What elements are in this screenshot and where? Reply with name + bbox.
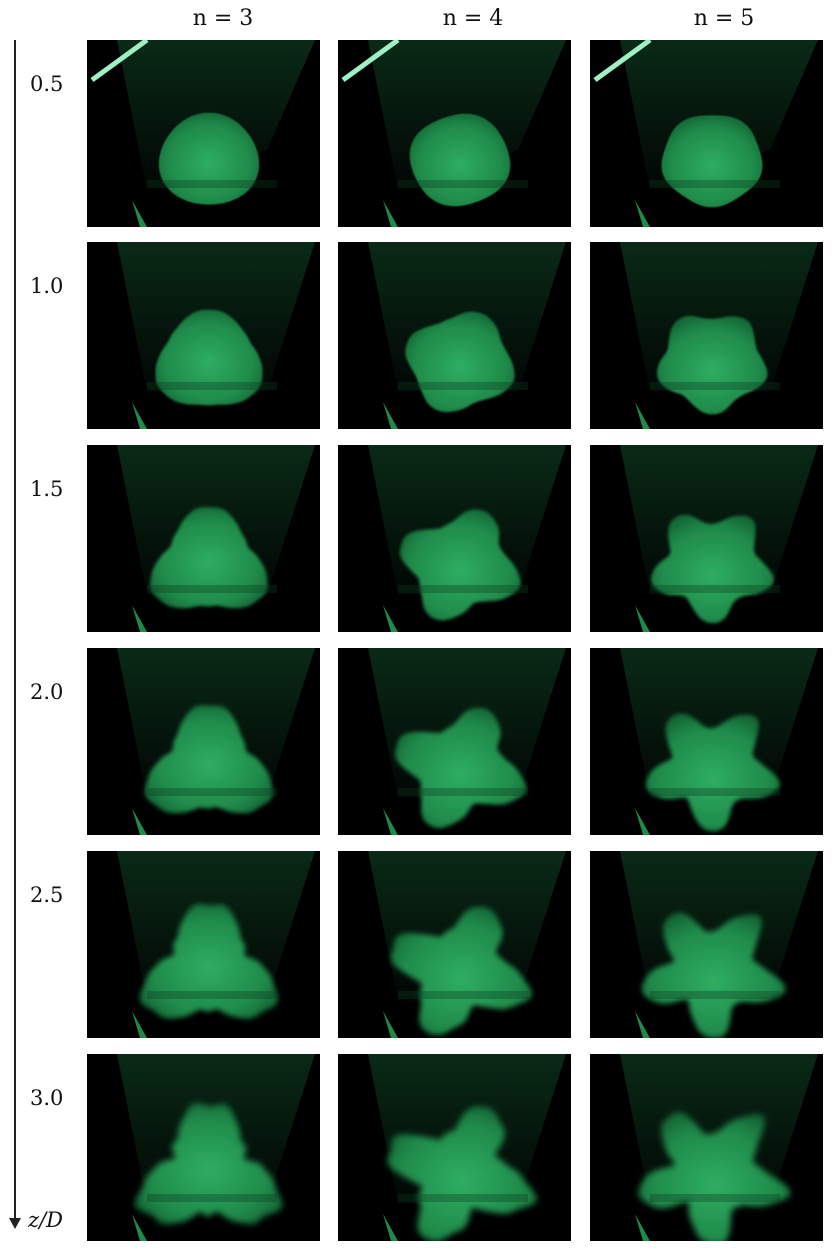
row-label-2-0: 2.0 [30, 680, 64, 704]
jet-cross-section [638, 1111, 791, 1241]
row-label-1-5: 1.5 [30, 477, 64, 501]
lif-image-n4-z3 [338, 1054, 571, 1241]
lif-image-n4-z2 [338, 648, 571, 835]
lif-image-n4-z2-5 [338, 851, 571, 1038]
jet-cross-section [656, 315, 768, 415]
exposure-band [650, 1194, 780, 1202]
lif-image-n4-z0-5 [338, 40, 571, 227]
wall-edge [383, 808, 398, 835]
jet-cross-section [158, 112, 260, 205]
lif-image-n3-z0-5 [87, 40, 320, 227]
wall-edge [132, 1011, 147, 1038]
jet-cross-section [134, 1102, 283, 1225]
jet-cross-section [390, 906, 533, 1036]
lif-image-n3-z1-5 [87, 445, 320, 632]
lif-image-n5-z1 [590, 242, 823, 429]
lif-image-n3-z1 [87, 242, 320, 429]
lif-image-n3-z3 [87, 1054, 320, 1241]
jet-cross-section [395, 707, 527, 829]
exposure-band [650, 382, 780, 390]
wall-edge [635, 1011, 650, 1038]
exposure-band [650, 180, 780, 188]
jet-cross-section [144, 705, 273, 814]
jet-cross-section [155, 309, 263, 406]
wall-edge [635, 808, 650, 835]
exposure-band [398, 1194, 528, 1202]
wall-edge [383, 605, 398, 632]
lif-image-n5-z2-5 [590, 851, 823, 1038]
zd-axis-line [14, 40, 16, 1220]
lif-image-n5-z3 [590, 1054, 823, 1241]
exposure-band [398, 991, 528, 999]
light-sheet [620, 1054, 818, 1204]
exposure-band [650, 788, 780, 796]
exposure-band [147, 991, 277, 999]
exposure-band [398, 788, 528, 796]
injector-rod [593, 40, 652, 83]
jet-cross-section [641, 912, 786, 1038]
exposure-band [650, 585, 780, 593]
jet-cross-section [409, 113, 511, 207]
lif-image-n5-z2 [590, 648, 823, 835]
jet-cross-section [651, 514, 774, 624]
exposure-band [147, 180, 277, 188]
lif-image-n3-z2 [87, 648, 320, 835]
wall-edge [383, 1214, 398, 1241]
jet-cross-section [139, 903, 279, 1019]
exposure-band [147, 585, 277, 593]
lif-image-n5-z1-5 [590, 445, 823, 632]
row-label-3-0: 3.0 [30, 1086, 64, 1110]
zd-axis-label: z/D [28, 1208, 63, 1232]
lif-image-n4-z1 [338, 242, 571, 429]
lif-image-n5-z0-5 [590, 40, 823, 227]
exposure-band [147, 1194, 277, 1202]
column-header-n3: n = 3 [192, 6, 254, 31]
wall-edge [132, 808, 147, 835]
exposure-band [398, 180, 528, 188]
jet-cross-section [399, 509, 521, 621]
exposure-band [147, 382, 277, 390]
wall-edge [635, 402, 650, 429]
lif-image-n3-z2-5 [87, 851, 320, 1038]
wall-edge [635, 605, 650, 632]
wall-edge [132, 402, 147, 429]
light-sheet [620, 851, 818, 1001]
wall-edge [383, 1011, 398, 1038]
zd-axis-arrow-icon [9, 1218, 21, 1229]
wall-edge [132, 200, 147, 227]
column-header-n5: n = 5 [693, 6, 755, 31]
injector-rod [341, 40, 400, 83]
wall-edge [635, 1214, 650, 1241]
row-label-0-5: 0.5 [30, 72, 64, 96]
row-label-2-5: 2.5 [30, 883, 64, 907]
jet-cross-section [386, 1106, 538, 1241]
exposure-band [147, 788, 277, 796]
jet-cross-section [661, 115, 763, 208]
wall-edge [132, 1214, 147, 1241]
injector-rod [90, 40, 149, 83]
wall-edge [132, 605, 147, 632]
column-header-n4: n = 4 [442, 6, 504, 31]
wall-edge [383, 200, 398, 227]
wall-edge [635, 200, 650, 227]
exposure-band [398, 585, 528, 593]
jet-cross-section [645, 713, 780, 832]
jet-cross-section [405, 311, 515, 413]
jet-cross-section [150, 507, 268, 609]
row-label-1-0: 1.0 [30, 274, 64, 298]
exposure-band [398, 382, 528, 390]
wall-edge [383, 402, 398, 429]
lif-image-n4-z1-5 [338, 445, 571, 632]
exposure-band [650, 991, 780, 999]
